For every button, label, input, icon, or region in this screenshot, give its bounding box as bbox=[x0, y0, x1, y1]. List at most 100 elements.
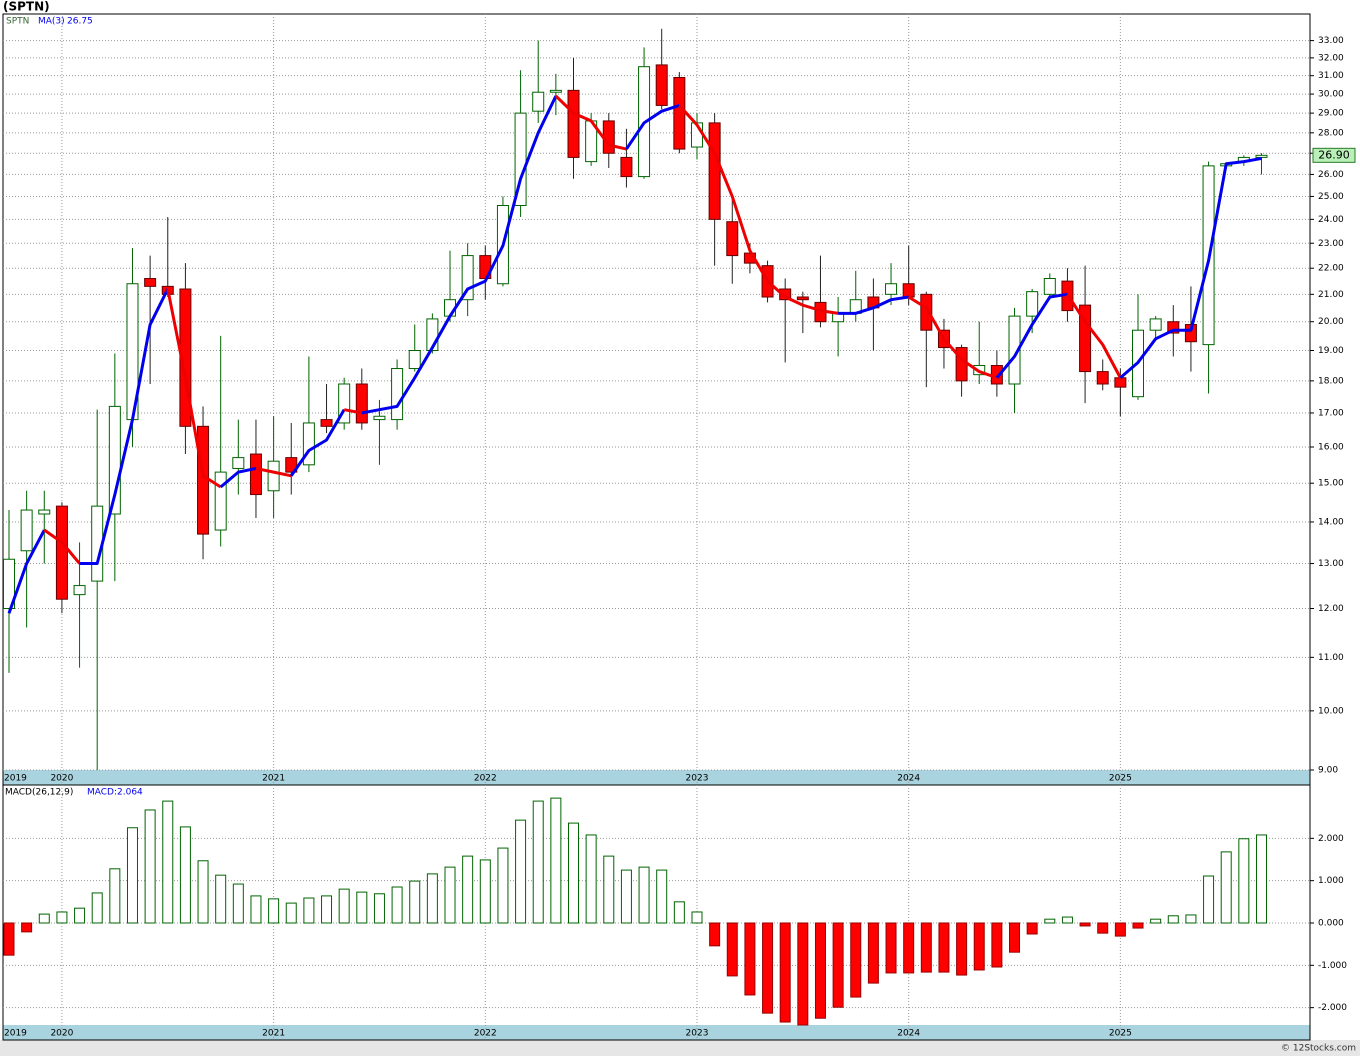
macd-bar bbox=[179, 826, 191, 924]
macd-bar bbox=[726, 922, 738, 977]
macd-bar bbox=[1220, 851, 1232, 924]
macd-bar bbox=[1238, 838, 1250, 924]
y-tick-label: 11.00 bbox=[1318, 653, 1344, 663]
date-strip bbox=[3, 1025, 1310, 1040]
candle-body bbox=[144, 278, 157, 287]
x-tick-label: 2025 bbox=[1109, 1029, 1132, 1039]
candle-body bbox=[408, 350, 421, 370]
y-tick-label: 1.000 bbox=[1318, 876, 1344, 886]
candle-body bbox=[514, 112, 527, 206]
y-tick-label: 28.00 bbox=[1318, 128, 1344, 138]
macd-bar bbox=[250, 895, 262, 924]
macd-bar bbox=[409, 880, 421, 924]
candle-body bbox=[267, 460, 280, 492]
macd-bar bbox=[814, 922, 826, 1019]
y-tick-label: 16.00 bbox=[1318, 442, 1344, 452]
candle-body bbox=[232, 457, 245, 469]
macd-bar bbox=[1079, 922, 1091, 927]
y-tick-label: 18.00 bbox=[1318, 376, 1344, 386]
candle-body bbox=[620, 156, 633, 178]
macd-bar bbox=[497, 847, 509, 924]
moving-average-line bbox=[79, 288, 170, 566]
candle-body bbox=[1255, 154, 1268, 158]
macd-value-label: MACD:2.064 bbox=[87, 788, 143, 798]
moving-average-line bbox=[343, 408, 363, 415]
macd-bar bbox=[638, 866, 650, 924]
y-tick-label: 12.00 bbox=[1318, 604, 1344, 614]
candle-body bbox=[1008, 315, 1021, 385]
candle-body bbox=[726, 221, 739, 257]
y-tick-label: 22.00 bbox=[1318, 264, 1344, 274]
x-tick-label: 2020 bbox=[50, 774, 73, 784]
moving-average-line bbox=[166, 288, 222, 489]
candle-body bbox=[885, 283, 898, 295]
candle-body bbox=[249, 453, 262, 496]
moving-average-line bbox=[7, 529, 46, 614]
macd-bar bbox=[603, 855, 615, 924]
candle-body bbox=[55, 505, 68, 600]
date-strip bbox=[3, 770, 1310, 785]
macd-bar bbox=[479, 859, 491, 924]
y-tick-label: 13.00 bbox=[1318, 559, 1344, 569]
y-tick-label: 24.00 bbox=[1318, 215, 1344, 225]
y-tick-label: 19.00 bbox=[1318, 346, 1344, 356]
macd-bar bbox=[268, 898, 280, 924]
y-tick-label: 32.00 bbox=[1318, 53, 1344, 63]
legend-ma: MA(3) bbox=[38, 17, 65, 27]
y-tick-label: 30.00 bbox=[1318, 90, 1344, 100]
moving-average-line bbox=[554, 94, 627, 151]
x-tick-label: 2025 bbox=[1109, 774, 1132, 784]
moving-average-line bbox=[907, 295, 998, 380]
macd-bar bbox=[38, 913, 50, 924]
macd-bar bbox=[779, 922, 791, 1023]
candle-body bbox=[214, 471, 227, 531]
candle-body bbox=[655, 64, 668, 106]
macd-bar bbox=[462, 855, 474, 924]
macd-bar bbox=[444, 866, 456, 924]
moving-average-line bbox=[43, 528, 81, 565]
candle-body bbox=[796, 296, 809, 301]
macd-bar bbox=[232, 883, 244, 924]
macd-bar bbox=[285, 902, 297, 924]
y-tick-label: 26.00 bbox=[1318, 170, 1344, 180]
candle-body bbox=[1026, 291, 1039, 317]
footer-bar bbox=[0, 1040, 1360, 1056]
candle-body bbox=[2, 558, 15, 609]
candle-body bbox=[602, 120, 615, 154]
y-tick-label: 21.00 bbox=[1318, 290, 1344, 300]
macd-bar bbox=[56, 911, 68, 924]
macd-bar bbox=[1203, 875, 1215, 924]
x-tick-label: 2019 bbox=[4, 1029, 27, 1039]
legend-ma-value: 26.75 bbox=[67, 17, 93, 27]
macd-bar bbox=[832, 922, 844, 1008]
candle-body bbox=[532, 91, 545, 112]
y-tick-label: 15.00 bbox=[1318, 479, 1344, 489]
y-tick-label: 33.00 bbox=[1318, 36, 1344, 46]
macd-bar bbox=[585, 834, 597, 924]
macd-bar bbox=[867, 922, 879, 984]
x-tick-label: 2021 bbox=[262, 774, 285, 784]
y-tick-label: 10.00 bbox=[1318, 706, 1344, 716]
macd-bar bbox=[91, 892, 103, 924]
macd-bar bbox=[1026, 922, 1038, 935]
candle-body bbox=[373, 415, 386, 421]
candle-body bbox=[338, 383, 351, 424]
macd-bar bbox=[938, 922, 950, 973]
candle-body bbox=[20, 509, 33, 552]
macd-bar bbox=[709, 922, 721, 947]
macd-bar bbox=[885, 922, 897, 974]
x-tick-label: 2020 bbox=[50, 1029, 73, 1039]
macd-bar bbox=[373, 893, 385, 924]
candle-body bbox=[355, 383, 368, 424]
moving-average-line bbox=[361, 95, 558, 415]
macd-bar bbox=[144, 809, 156, 924]
macd-bar bbox=[1009, 922, 1021, 953]
macd-bar bbox=[21, 922, 33, 933]
x-tick-label: 2023 bbox=[686, 1029, 709, 1039]
candle-body bbox=[197, 425, 210, 535]
x-tick-label: 2022 bbox=[474, 1029, 497, 1039]
footer-credit: © 12Stocks.com bbox=[1281, 1044, 1356, 1054]
macd-bar bbox=[515, 819, 527, 924]
candle-body bbox=[391, 368, 404, 421]
macd-bar bbox=[1132, 922, 1144, 929]
